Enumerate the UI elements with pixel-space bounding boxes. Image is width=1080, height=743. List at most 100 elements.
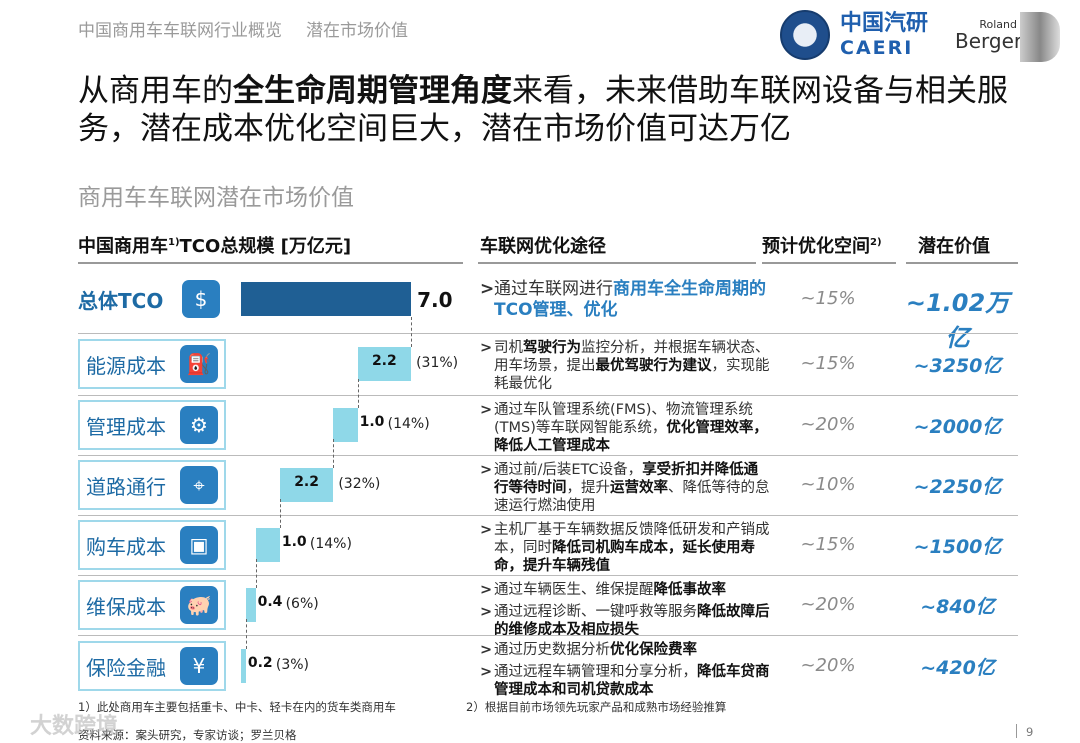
connector-line — [279, 499, 281, 528]
column-header-space: 预计优化空间2) — [762, 236, 882, 257]
waterfall-bar — [241, 282, 412, 316]
optimization-description: > 通过车辆医生、维保提醒降低事故率 > 通过远程诊断、一键呼救等服务降低故障后的维修… — [480, 581, 770, 643]
description-text: 主机厂基于车辆数据反馈降低研发和产销成本，同时降低司机购车成本，延长使用寿命，提… — [494, 522, 770, 574]
row-divider — [78, 635, 1018, 636]
waterfall-bar — [357, 347, 412, 381]
row-divider — [78, 395, 1018, 396]
section-subtitle: 商用车车联网潜在市场价值 — [78, 185, 354, 211]
connector-line — [411, 317, 413, 347]
potential-value: ~1.02万亿 — [905, 289, 1010, 352]
money-hand-icon: $ — [182, 280, 220, 318]
source-note: 资料来源：案头研究，专家访谈；罗兰贝格 — [78, 728, 297, 742]
banknote-icon: ▣ — [180, 526, 218, 564]
row-label: 保险金融 ¥ — [78, 641, 226, 691]
bar-value-label: 0.4 — [257, 594, 283, 610]
column-header-path: 车联网优化途径 — [480, 236, 606, 257]
page-divider — [1016, 724, 1017, 738]
optimization-space: ~20% — [800, 414, 856, 435]
optimization-space: ~15% — [800, 353, 856, 374]
description-text: 通过历史数据分析优化保险费率 — [494, 642, 697, 658]
potential-value: ~3250亿 — [913, 355, 1002, 377]
money-bag-icon: ¥ — [180, 647, 218, 685]
bar-share-label: (14%) — [387, 416, 430, 432]
bar-value-label: 2.2 — [294, 474, 319, 490]
fuel-coins-icon: ⛽ — [180, 345, 218, 383]
watermark: 大数跨境 — [30, 714, 119, 739]
connector-line — [333, 439, 335, 468]
bullet-icon: > — [480, 642, 493, 658]
bar-share-label: (6%) — [285, 596, 319, 612]
row-label-text: 管理成本 — [86, 414, 166, 439]
breadcrumb: 中国商用车车联网行业概览 潜在市场价值 — [78, 16, 408, 41]
piggy-bank-icon: 🐖 — [180, 586, 218, 624]
waterfall-bar — [279, 468, 334, 502]
map-pin-icon: ⌖ — [180, 466, 218, 504]
bullet-icon: > — [480, 462, 493, 478]
row-label: 维保成本 🐖 — [78, 580, 226, 630]
potential-value: ~840亿 — [920, 596, 995, 618]
optimization-space: ~20% — [800, 594, 856, 615]
potential-value: ~420亿 — [920, 657, 995, 679]
breadcrumb-item: 潜在市场价值 — [306, 21, 408, 41]
row-divider — [78, 515, 1018, 516]
header-divider — [478, 262, 756, 264]
optimization-space: ~20% — [800, 655, 856, 676]
waterfall-bar — [241, 649, 246, 683]
row-divider — [78, 455, 1018, 456]
column-header-tco: 中国商用车1)TCO总规模 [万亿元] — [78, 236, 352, 257]
connector-line — [255, 559, 257, 588]
bullet-icon: > — [480, 604, 493, 620]
description-text: 通过车辆医生、维保提醒降低事故率 — [494, 582, 726, 598]
row-divider — [78, 575, 1018, 576]
optimization-description: > 通过车联网进行商用车全生命周期的TCO管理、优化 — [480, 279, 770, 325]
optimization-description: > 通过历史数据分析优化保险费率 > 通过远程车辆管理和分享分析，降低车贷商管理成本和… — [480, 641, 770, 703]
page-title: 从商用车的全生命周期管理角度来看，未来借助车联网设备与相关服务，潜在成本优化空间… — [78, 73, 1008, 147]
description-text: 司机驾驶行为监控分析，并根据车辆状态、用车场景，提出最优驾驶行为建议，实现能耗最… — [494, 340, 770, 392]
bar-share-label: (3%) — [275, 657, 309, 673]
row-label-text: 维保成本 — [86, 594, 166, 619]
optimization-description: > 主机厂基于车辆数据反馈降低研发和产销成本，同时降低司机购车成本，延长使用寿命，… — [480, 521, 770, 579]
row-label: 能源成本 ⛽ — [78, 339, 226, 389]
header-divider — [78, 262, 463, 264]
bar-value-label: 2.2 — [371, 353, 397, 369]
row-label-text: 保险金融 — [86, 655, 166, 680]
potential-value: ~2250亿 — [913, 476, 1002, 498]
description-text: 通过车联网进行商用车全生命周期的TCO管理、优化 — [494, 279, 766, 320]
row-label-text: 道路通行 — [86, 474, 166, 499]
optimization-description: > 司机驾驶行为监控分析，并根据车辆状态、用车场景，提出最优驾驶行为建议，实现能耗… — [480, 339, 770, 397]
bar-value-label: 1.0 — [281, 534, 307, 550]
header-divider — [906, 262, 1018, 264]
row-label-text: 能源成本 — [86, 353, 166, 378]
header-divider — [762, 262, 896, 264]
description-text: 通过远程诊断、一键呼救等服务降低故障后的维修成本及相应损失 — [494, 604, 770, 638]
bullet-icon: > — [480, 582, 493, 598]
optimization-description: > 通过前/后装ETC设备，享受折扣并降低通行等待时间，提升运营效率、降低等待的怠… — [480, 461, 770, 519]
bullet-icon: > — [480, 402, 493, 418]
row-label-text: 购车成本 — [86, 534, 166, 559]
row-label-text: 总体TCO — [78, 288, 164, 313]
caeri-logo: 中国汽研 CAERI — [840, 11, 929, 60]
bar-value-label: 7.0 — [417, 288, 453, 312]
row-label: 道路通行 ⌖ — [78, 460, 226, 510]
caeri-emblem-icon — [780, 10, 830, 60]
berger-b-logo-icon — [1020, 12, 1060, 62]
bar-share-label: (31%) — [416, 355, 459, 371]
bar-value-label: 0.2 — [247, 655, 273, 671]
row-label: 购车成本 ▣ — [78, 520, 226, 570]
row-label: 管理成本 ⚙ — [78, 400, 226, 450]
bar-share-label: (14%) — [309, 536, 352, 552]
bullet-icon: > — [480, 522, 493, 538]
breadcrumb-item: 中国商用车车联网行业概览 — [78, 21, 282, 41]
gears-icon: ⚙ — [180, 406, 218, 444]
footnote-1: 1）此处商用车主要包括重卡、中卡、轻卡在内的货车类商用车 — [78, 700, 396, 714]
column-header-value: 潜在价值 — [918, 236, 990, 257]
connector-line — [357, 379, 359, 408]
bullet-icon: > — [480, 279, 495, 299]
description-text: 通过前/后装ETC设备，享受折扣并降低通行等待时间，提升运营效率、降低等待的怠速… — [494, 462, 770, 514]
description-text: 通过车队管理系统(FMS)、物流管理系统(TMS)等车联网智能系统，优化管理效率… — [494, 402, 768, 454]
bullet-icon: > — [480, 664, 493, 680]
potential-value: ~1500亿 — [913, 536, 1002, 558]
row-divider — [78, 333, 1018, 334]
potential-value: ~2000亿 — [913, 416, 1002, 438]
page-number: 9 — [1026, 725, 1034, 739]
